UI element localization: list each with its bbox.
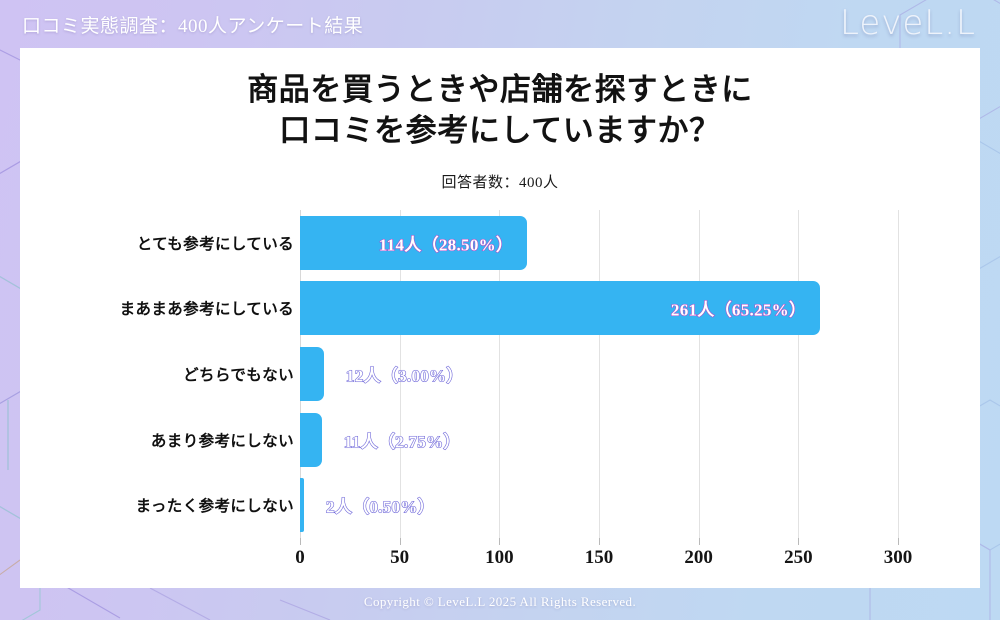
chart-title-line2: 口コミを参考にしていますか？: [279, 112, 721, 148]
survey-header-label: 口コミ実態調査：400人アンケート結果: [22, 16, 364, 37]
x-gridline: [798, 210, 800, 538]
chart-title-line1: 商品を買うときや店舗を探すときに: [247, 72, 753, 107]
bar-value-label: 2人（0.50%）: [325, 497, 435, 517]
x-gridline: [599, 210, 600, 538]
x-tick-mark: [300, 538, 301, 545]
bar-value-label: 261人（65.25%）: [670, 300, 807, 320]
x-tick-mark: [898, 538, 899, 545]
header-bar: 口コミ実態調査：400人アンケート結果 LeveL.L: [0, 0, 1000, 48]
x-gridline: [698, 210, 700, 538]
x-tick-mark: [499, 538, 501, 545]
category-label: あまり参考にしない: [150, 432, 294, 450]
bar-value-label: 114人（28.50%）: [378, 235, 514, 255]
bar-value-label: 11人（2.75%）: [343, 432, 461, 452]
footer-copyright: Copyright © LeveL.L 2025 All Rights Rese…: [363, 594, 637, 609]
chart-title: 商品を買うときや店舗を探すときに 口コミを参考にしていますか？: [20, 70, 980, 152]
x-tick-mark: [798, 538, 800, 545]
category-label: まあまあ参考にしている: [119, 301, 294, 319]
x-tick-label: 0: [295, 547, 305, 568]
bar: [300, 347, 324, 401]
x-tick-mark: [399, 538, 401, 545]
bar: [300, 215, 528, 270]
bar: [300, 478, 304, 533]
x-tick-label: 100: [485, 547, 514, 568]
x-tick-mark: [698, 538, 700, 545]
x-tick-label: 50: [390, 547, 410, 568]
bar-value-label: 12人（3.00%）: [345, 366, 464, 386]
chart-card: 商品を買うときや店舗を探すときに 口コミを参考にしていますか？ 回答者数：400…: [20, 48, 980, 588]
category-label: とても参考にしている: [136, 235, 294, 253]
x-tick-mark: [599, 538, 600, 545]
x-gridline: [898, 210, 899, 538]
chart-subtitle: 回答者数：400人: [441, 175, 559, 191]
x-gridline: [399, 210, 401, 538]
bar: [300, 412, 322, 467]
bar-chart-plot-area: 0 50 100 150 200 250 300 とても参考にしている 114人（28.50%）…: [20, 48, 980, 588]
category-label: まったく参考にしない: [135, 498, 294, 516]
x-tick-label: 200: [684, 547, 713, 568]
bar: [300, 281, 821, 336]
x-tick-label: 300: [883, 547, 913, 568]
x-tick-label: 250: [784, 547, 813, 568]
x-tick-label: 150: [584, 547, 614, 568]
category-label: どちらでもない: [183, 367, 294, 384]
brand-logo: LeveL.L: [840, 3, 976, 43]
x-gridline: [499, 210, 501, 538]
